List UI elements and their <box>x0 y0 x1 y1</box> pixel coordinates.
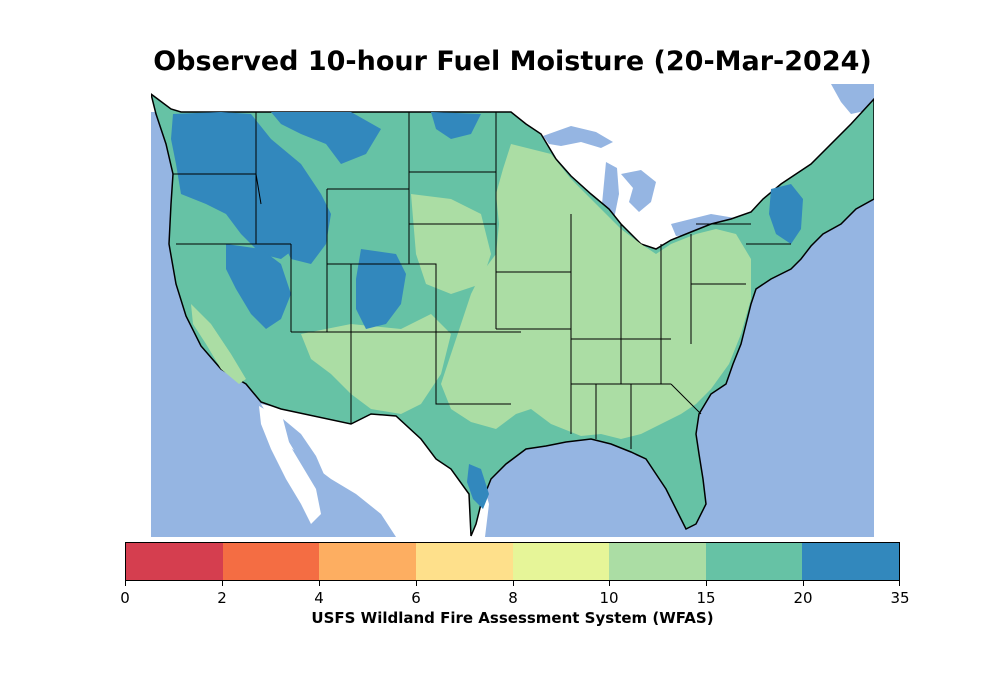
region-20-35-texas <box>467 464 489 509</box>
colorbar-tick-label: 15 <box>696 589 716 607</box>
colorbar-tick-mark <box>125 581 126 586</box>
colorbar-tick-label: 4 <box>314 589 324 607</box>
colorbar-cell-0-2 <box>126 543 223 580</box>
lake-huron <box>621 170 656 212</box>
colorbar-tick-mark <box>803 581 804 586</box>
colorbar-tick-mark <box>222 581 223 586</box>
colorbar <box>125 542 900 581</box>
region-10-15-southwest <box>301 314 451 414</box>
colorbar-tick-mark <box>416 581 417 586</box>
colorbar-cell-20-35 <box>802 543 899 580</box>
region-20-35-colorado <box>356 249 406 329</box>
region-20-35-montana <box>271 112 381 164</box>
region-20-35-nevada <box>226 244 291 329</box>
map-title: Observed 10-hour Fuel Moisture (20-Mar-2… <box>153 46 872 77</box>
colorbar-tick-label: 10 <box>599 589 619 607</box>
region-10-15-florida <box>656 429 683 479</box>
colorbar-tick-mark <box>899 581 900 586</box>
colorbar-tick-label: 0 <box>120 589 130 607</box>
colorbar-tick-label: 35 <box>890 589 910 607</box>
baja-peninsula <box>259 406 321 524</box>
region-20-35-new-england <box>769 184 803 244</box>
region-20-35-idaho-wyoming <box>279 194 331 264</box>
fuel-moisture-map <box>151 84 874 537</box>
colorbar-tick-mark <box>609 581 610 586</box>
gulf-of-california <box>283 419 326 482</box>
colorbar-tick-mark <box>319 581 320 586</box>
colorbar-ticks: 0 2 4 6 8 10 15 20 35 <box>120 581 910 611</box>
region-20-35-north-dakota <box>431 112 481 139</box>
colorbar-tick-mark <box>513 581 514 586</box>
canada-land <box>151 84 874 249</box>
colorbar-cell-6-8 <box>415 543 513 580</box>
region-10-15-california <box>191 304 246 384</box>
lake-superior <box>543 126 613 148</box>
colorbar-label: USFS Wildland Fire Assessment System (WF… <box>311 609 714 627</box>
colorbar-tick-label: 2 <box>217 589 227 607</box>
colorbar-cell-2-4 <box>222 543 320 580</box>
mexico-land <box>261 404 489 537</box>
colorbar-tick-label: 8 <box>508 589 518 607</box>
colorbar-cell-4-6 <box>319 543 416 580</box>
region-10-15-east <box>441 144 751 439</box>
colorbar-cell-10-15 <box>609 543 706 580</box>
colorbar-tick-mark <box>706 581 707 586</box>
colorbar-cell-8-10 <box>512 543 610 580</box>
colorbar-tick-label: 20 <box>793 589 813 607</box>
map-svg <box>151 84 874 537</box>
region-10-15-plains <box>411 194 491 294</box>
hudson-bay-area <box>831 84 874 114</box>
colorbar-cell-15-20 <box>705 543 803 580</box>
state-borders <box>173 112 791 449</box>
colorbar-tick-label: 6 <box>411 589 421 607</box>
